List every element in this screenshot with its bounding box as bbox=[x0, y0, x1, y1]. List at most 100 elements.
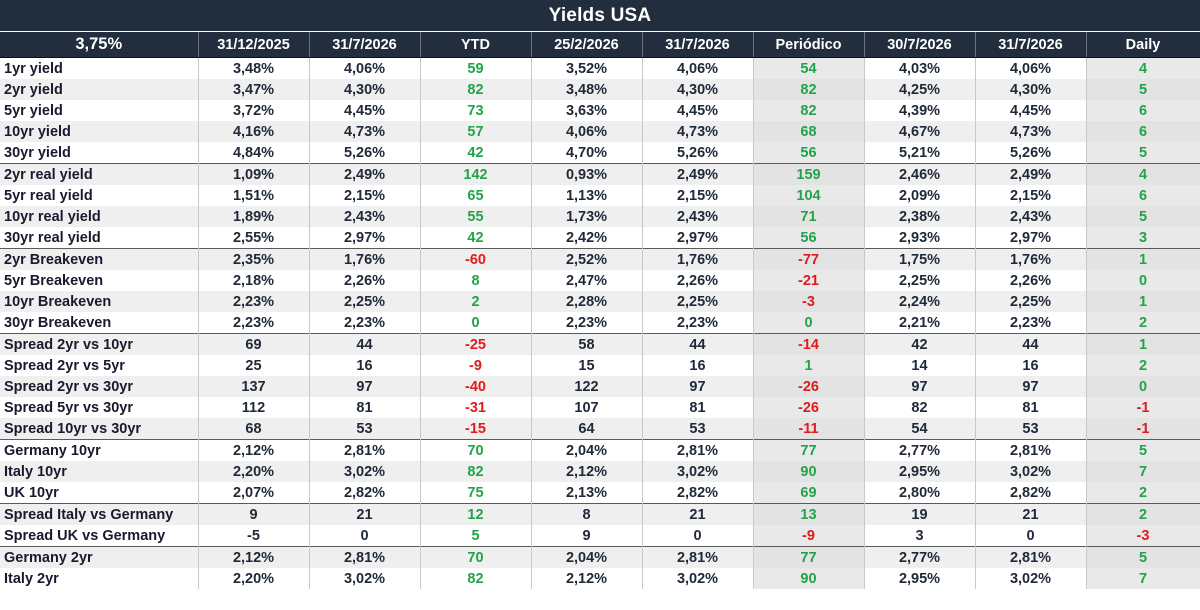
cell-current-day: 21 bbox=[975, 503, 1087, 525]
table-row: Spread 5yr vs 30yr 112 81 -31 107 81 -26 82 81 -1 bbox=[0, 397, 1200, 418]
cell-current-day: 44 bbox=[975, 333, 1087, 355]
row-label: Spread 2yr vs 5yr bbox=[0, 355, 199, 376]
cell-end-ytd: 2,25% bbox=[309, 291, 421, 312]
cell-end-period: 2,97% bbox=[642, 227, 754, 249]
cell-periodic: 159 bbox=[753, 163, 865, 185]
cell-current-day: 2,82% bbox=[975, 482, 1087, 504]
table-row: 2yr real yield 1,09% 2,49% 142 0,93% 2,49% 159… bbox=[0, 163, 1200, 185]
cell-start-period: 58 bbox=[531, 333, 643, 355]
table-row: 30yr yield 4,84% 5,26% 42 4,70% 5,26% 56 5,21% 5… bbox=[0, 142, 1200, 164]
cell-current-day: 2,26% bbox=[975, 270, 1087, 291]
cell-current-day: 2,25% bbox=[975, 291, 1087, 312]
col-header-end-ytd: 31/7/2026 bbox=[309, 32, 421, 58]
cell-current-day: 4,06% bbox=[975, 57, 1087, 79]
cell-ytd: 42 bbox=[420, 142, 532, 164]
cell-end-period: 2,23% bbox=[642, 312, 754, 334]
table-row: Italy 2yr 2,20% 3,02% 82 2,12% 3,02% 90 2,95% 3,… bbox=[0, 568, 1200, 589]
cell-daily: -1 bbox=[1086, 418, 1200, 440]
yields-table: 3,75% 31/12/2025 31/7/2026 YTD 25/2/2026… bbox=[0, 32, 1200, 589]
cell-start-period: 2,12% bbox=[531, 568, 643, 589]
cell-ytd: 12 bbox=[420, 503, 532, 525]
cell-start-period: 2,42% bbox=[531, 227, 643, 249]
cell-current-day: 0 bbox=[975, 525, 1087, 547]
row-label: Spread 5yr vs 30yr bbox=[0, 397, 199, 418]
cell-periodic: 71 bbox=[753, 206, 865, 227]
cell-prev-day: 19 bbox=[864, 503, 976, 525]
cell-current-day: 3,02% bbox=[975, 461, 1087, 482]
cell-daily: 3 bbox=[1086, 227, 1200, 249]
row-label: Spread Italy vs Germany bbox=[0, 503, 199, 525]
cell-prev-day: 2,95% bbox=[864, 461, 976, 482]
table-title: Yields USA bbox=[0, 0, 1200, 32]
cell-ytd: 65 bbox=[420, 185, 532, 206]
row-label: Spread UK vs Germany bbox=[0, 525, 199, 547]
cell-start-ytd: 9 bbox=[198, 503, 310, 525]
cell-daily: 6 bbox=[1086, 121, 1200, 142]
cell-periodic: -9 bbox=[753, 525, 865, 547]
cell-periodic: 77 bbox=[753, 546, 865, 568]
cell-ytd: 5 bbox=[420, 525, 532, 547]
cell-end-ytd: 2,23% bbox=[309, 312, 421, 334]
cell-start-period: 2,13% bbox=[531, 482, 643, 504]
table-row: Italy 10yr 2,20% 3,02% 82 2,12% 3,02% 90 2,95% 3… bbox=[0, 461, 1200, 482]
cell-ytd: 59 bbox=[420, 57, 532, 79]
cell-start-period: 4,06% bbox=[531, 121, 643, 142]
cell-end-ytd: 2,15% bbox=[309, 185, 421, 206]
cell-start-ytd: 112 bbox=[198, 397, 310, 418]
cell-periodic: 54 bbox=[753, 57, 865, 79]
col-header-ytd: YTD bbox=[420, 32, 532, 58]
cell-prev-day: 4,67% bbox=[864, 121, 976, 142]
cell-daily: 4 bbox=[1086, 57, 1200, 79]
row-label: 5yr yield bbox=[0, 100, 199, 121]
cell-current-day: 2,81% bbox=[975, 546, 1087, 568]
table-row: 5yr Breakeven 2,18% 2,26% 8 2,47% 2,26% -21 2,2… bbox=[0, 270, 1200, 291]
cell-start-ytd: -5 bbox=[198, 525, 310, 547]
cell-ytd: 42 bbox=[420, 227, 532, 249]
col-header-start-ytd: 31/12/2025 bbox=[198, 32, 310, 58]
cell-periodic: 69 bbox=[753, 482, 865, 504]
table-row: 10yr Breakeven 2,23% 2,25% 2 2,28% 2,25% -3 2,2… bbox=[0, 291, 1200, 312]
col-header-current-day: 31/7/2026 bbox=[975, 32, 1087, 58]
cell-prev-day: 97 bbox=[864, 376, 976, 397]
cell-start-period: 9 bbox=[531, 525, 643, 547]
cell-periodic: -26 bbox=[753, 397, 865, 418]
cell-periodic: -3 bbox=[753, 291, 865, 312]
cell-prev-day: 5,21% bbox=[864, 142, 976, 164]
cell-start-ytd: 2,12% bbox=[198, 439, 310, 461]
cell-end-ytd: 2,82% bbox=[309, 482, 421, 504]
cell-prev-day: 4,39% bbox=[864, 100, 976, 121]
col-header-prev-day: 30/7/2026 bbox=[864, 32, 976, 58]
table-row: Spread 2yr vs 30yr 137 97 -40 122 97 -26 97 97 0 bbox=[0, 376, 1200, 397]
cell-daily: 6 bbox=[1086, 100, 1200, 121]
cell-prev-day: 54 bbox=[864, 418, 976, 440]
cell-prev-day: 42 bbox=[864, 333, 976, 355]
cell-daily: 0 bbox=[1086, 270, 1200, 291]
cell-end-ytd: 53 bbox=[309, 418, 421, 440]
cell-current-day: 97 bbox=[975, 376, 1087, 397]
cell-end-period: 4,30% bbox=[642, 79, 754, 100]
table-row: 10yr yield 4,16% 4,73% 57 4,06% 4,73% 68 4,67% 4… bbox=[0, 121, 1200, 142]
col-header-start-period: 25/2/2026 bbox=[531, 32, 643, 58]
cell-current-day: 2,81% bbox=[975, 439, 1087, 461]
cell-daily: 2 bbox=[1086, 312, 1200, 334]
cell-start-ytd: 2,20% bbox=[198, 461, 310, 482]
cell-start-ytd: 4,84% bbox=[198, 142, 310, 164]
row-label: 5yr real yield bbox=[0, 185, 199, 206]
cell-prev-day: 3 bbox=[864, 525, 976, 547]
row-label: 30yr real yield bbox=[0, 227, 199, 249]
table-row: Germany 10yr 2,12% 2,81% 70 2,04% 2,81% 77 2,77… bbox=[0, 439, 1200, 461]
cell-ytd: 70 bbox=[420, 439, 532, 461]
cell-end-ytd: 97 bbox=[309, 376, 421, 397]
cell-periodic: -14 bbox=[753, 333, 865, 355]
cell-start-period: 2,04% bbox=[531, 439, 643, 461]
cell-start-period: 2,04% bbox=[531, 546, 643, 568]
cell-daily: 7 bbox=[1086, 461, 1200, 482]
cell-end-period: 2,82% bbox=[642, 482, 754, 504]
row-label: UK 10yr bbox=[0, 482, 199, 504]
cell-end-period: 97 bbox=[642, 376, 754, 397]
cell-ytd: 142 bbox=[420, 163, 532, 185]
cell-start-ytd: 137 bbox=[198, 376, 310, 397]
cell-current-day: 3,02% bbox=[975, 568, 1087, 589]
row-label: Italy 2yr bbox=[0, 568, 199, 589]
cell-start-period: 2,28% bbox=[531, 291, 643, 312]
